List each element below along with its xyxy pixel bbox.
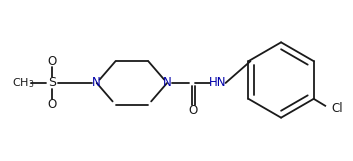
- Text: O: O: [47, 55, 57, 68]
- Text: O: O: [188, 104, 197, 117]
- Text: N: N: [163, 76, 172, 90]
- Text: Cl: Cl: [331, 102, 343, 115]
- Text: N: N: [92, 76, 101, 90]
- Text: CH$_3$: CH$_3$: [12, 76, 35, 90]
- Text: O: O: [47, 98, 57, 111]
- Text: S: S: [48, 76, 56, 90]
- Text: HN: HN: [209, 76, 226, 90]
